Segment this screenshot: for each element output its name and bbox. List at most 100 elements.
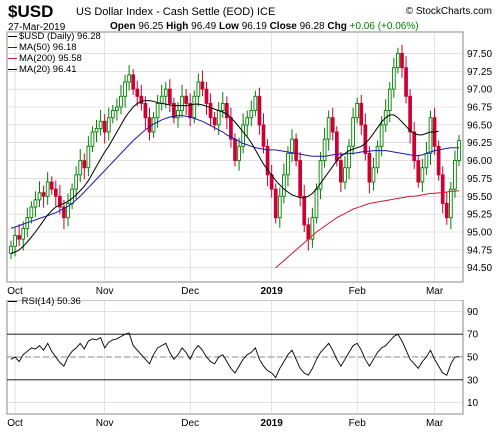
open-label: Open <box>110 21 136 32</box>
price-candle <box>457 134 461 167</box>
price-candle <box>420 159 425 192</box>
price-y-tick-label: 95.00 <box>467 228 492 239</box>
price-candle <box>78 149 83 182</box>
price-candle <box>41 185 46 208</box>
price-candle <box>49 176 54 195</box>
price-y-tick-label: 95.25 <box>467 210 492 221</box>
price-candle <box>330 107 335 141</box>
high-label: High <box>166 21 189 32</box>
price-candle <box>290 129 294 162</box>
low-value: 96.19 <box>241 21 267 32</box>
price-plot-area <box>6 31 464 283</box>
price-y-tick-label: 96.50 <box>467 120 492 131</box>
legend-ma20-label: MA(20) 96.41 <box>19 64 77 75</box>
price-candle <box>204 82 209 115</box>
legend-ma200-label: MA(200) 95.58 <box>19 53 82 64</box>
price-x-tick-label: Feb <box>349 286 367 297</box>
price-candle <box>282 163 286 204</box>
price-candle <box>416 154 421 188</box>
price-y-tick-label: 97.50 <box>467 49 492 60</box>
price-candle <box>302 184 307 232</box>
price-candle <box>412 122 417 170</box>
rsi-legend-label: RSI(14) 50.36 <box>21 296 81 307</box>
price-candle <box>367 146 372 194</box>
price-candle <box>396 47 400 74</box>
ma50-line <box>10 115 459 229</box>
price-x-axis: Oct Nov Dec 2019 Feb Mar <box>7 286 444 297</box>
rsi-line <box>10 332 460 379</box>
price-y-tick-label: 94.75 <box>467 245 492 256</box>
price-candle <box>196 73 201 107</box>
price-candle <box>167 79 172 112</box>
price-candle <box>115 98 119 121</box>
price-candle <box>98 109 103 136</box>
price-candle <box>33 191 38 217</box>
price-candle <box>277 187 282 228</box>
close-value: 96.28 <box>299 21 325 32</box>
instrument-name: US Dollar Index - Cash Settle (EOD) ICE <box>76 6 275 18</box>
price-candle <box>119 84 123 115</box>
change-value: +0.06 (+0.06%) <box>349 21 419 32</box>
price-candle <box>351 107 355 155</box>
price-candle <box>286 146 290 187</box>
price-candle <box>94 119 99 142</box>
legend-ma50-label: MA(50) 96.18 <box>19 42 77 53</box>
price-candle <box>200 70 205 97</box>
legend-price: $USD (Daily) 96.28 <box>8 31 101 42</box>
rsi-x-tick-label: 2019 <box>261 418 284 429</box>
price-candle <box>147 107 152 141</box>
price-candle <box>359 94 364 135</box>
rsi-x-tick-label: Dec <box>181 418 199 429</box>
price-candle <box>208 93 213 127</box>
price-gridlines <box>7 32 463 282</box>
legend-ma200: MA(200) 95.58 <box>8 53 101 64</box>
price-candle <box>408 89 412 144</box>
price-candle <box>82 153 87 180</box>
price-candle <box>245 110 250 137</box>
rsi-x-tick-label: Feb <box>349 418 367 429</box>
price-candle <box>176 102 180 128</box>
price-candle <box>436 140 441 181</box>
price-candle <box>257 87 262 135</box>
rsi-y-tick-label: 50 <box>467 353 479 364</box>
price-candle <box>343 156 347 190</box>
price-candle <box>58 184 62 215</box>
price-candle <box>453 150 457 198</box>
price-candle <box>249 100 254 127</box>
price-candle <box>172 97 176 124</box>
price-candle <box>391 57 396 98</box>
exchange-name: ICE <box>256 6 276 18</box>
price-candle <box>90 126 95 152</box>
price-candle <box>220 92 225 118</box>
price-candles <box>9 44 461 260</box>
price-candle <box>363 113 368 161</box>
ma200-line <box>275 190 460 269</box>
price-candle <box>143 96 148 130</box>
price-candle <box>379 116 384 157</box>
price-candle <box>326 110 331 151</box>
price-candle <box>261 113 266 154</box>
rsi-legend-swatch <box>8 300 17 303</box>
price-y-tick-label: 96.25 <box>467 138 492 149</box>
low-label: Low <box>218 21 239 32</box>
price-candle <box>86 136 91 177</box>
price-candle <box>37 181 42 207</box>
price-y-tick-label: 96.00 <box>467 156 492 167</box>
price-candle <box>45 172 50 205</box>
copyright-notice: © StockCharts.com <box>405 6 492 17</box>
legend-ma50-swatch <box>8 46 17 49</box>
rsi-chart: 10 30 50 70 90 Oct Nov Dec 2019 Feb Mar <box>6 300 479 429</box>
price-candle <box>123 74 127 108</box>
price-candle <box>106 107 111 141</box>
price-candle <box>66 193 70 227</box>
change-label: Chg <box>327 21 347 32</box>
quote-date: 27-Mar-2019 <box>8 22 66 33</box>
price-x-tick-label: Nov <box>96 286 114 297</box>
price-candle <box>322 127 327 168</box>
rsi-y-tick-label: 70 <box>467 330 479 341</box>
rsi-x-tick-label: Mar <box>426 418 444 429</box>
rsi-y-axis: 10 30 50 70 90 <box>467 307 479 409</box>
price-candle <box>404 56 408 104</box>
legend-ma50: MA(50) 96.18 <box>8 42 101 53</box>
instrument-title: US Dollar Index - Cash Settle (EOD) <box>76 6 254 18</box>
